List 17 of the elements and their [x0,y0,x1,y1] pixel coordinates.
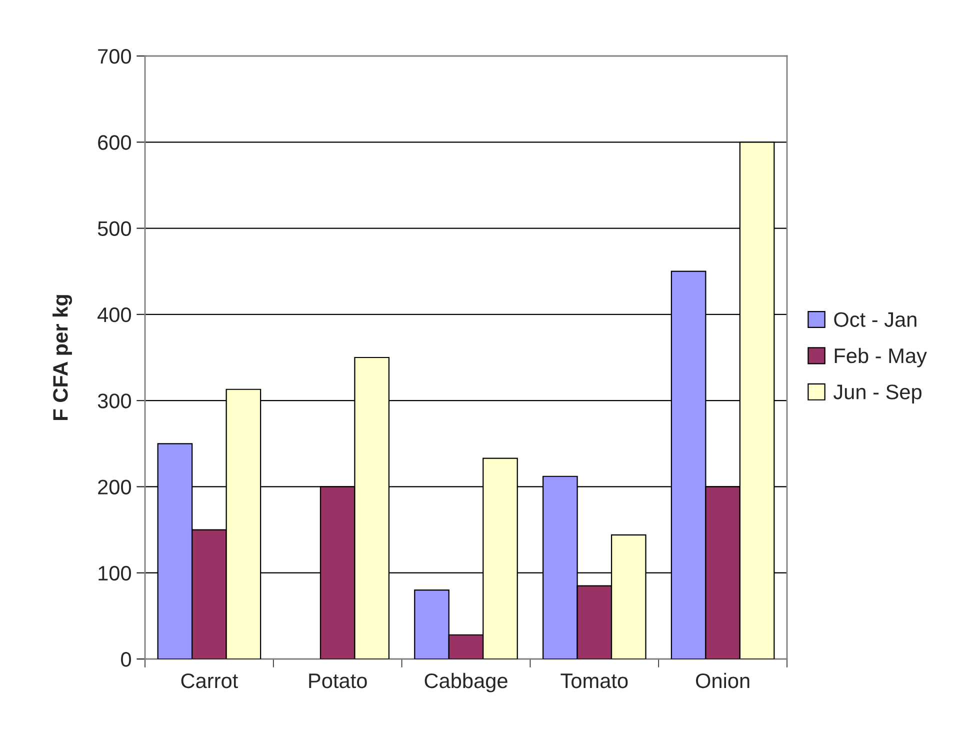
x-tick-label: Onion [696,672,750,688]
legend-label: Feb - May [834,348,927,368]
y-tick-label: 100 [98,566,131,581]
y-axis-title: F CFA per kg [52,295,72,420]
y-tick-label: 500 [98,221,131,236]
y-tick-label: 200 [98,480,131,494]
y-tick-label: 600 [98,135,131,150]
y-tick-label: 0 [121,652,131,667]
legend-label: Jun - Sep [834,384,922,404]
x-tick-label: Potato [309,674,367,688]
x-tick-label: Cabbage [424,672,508,692]
x-tick-label: Carrot [181,673,238,688]
x-tick-label: Tomato [560,674,628,688]
y-tick-label: 300 [98,394,131,408]
legend-label: Oct - Jan [834,312,916,327]
y-tick-label: 700 [98,49,131,64]
y-tick-label: 400 [98,307,131,322]
